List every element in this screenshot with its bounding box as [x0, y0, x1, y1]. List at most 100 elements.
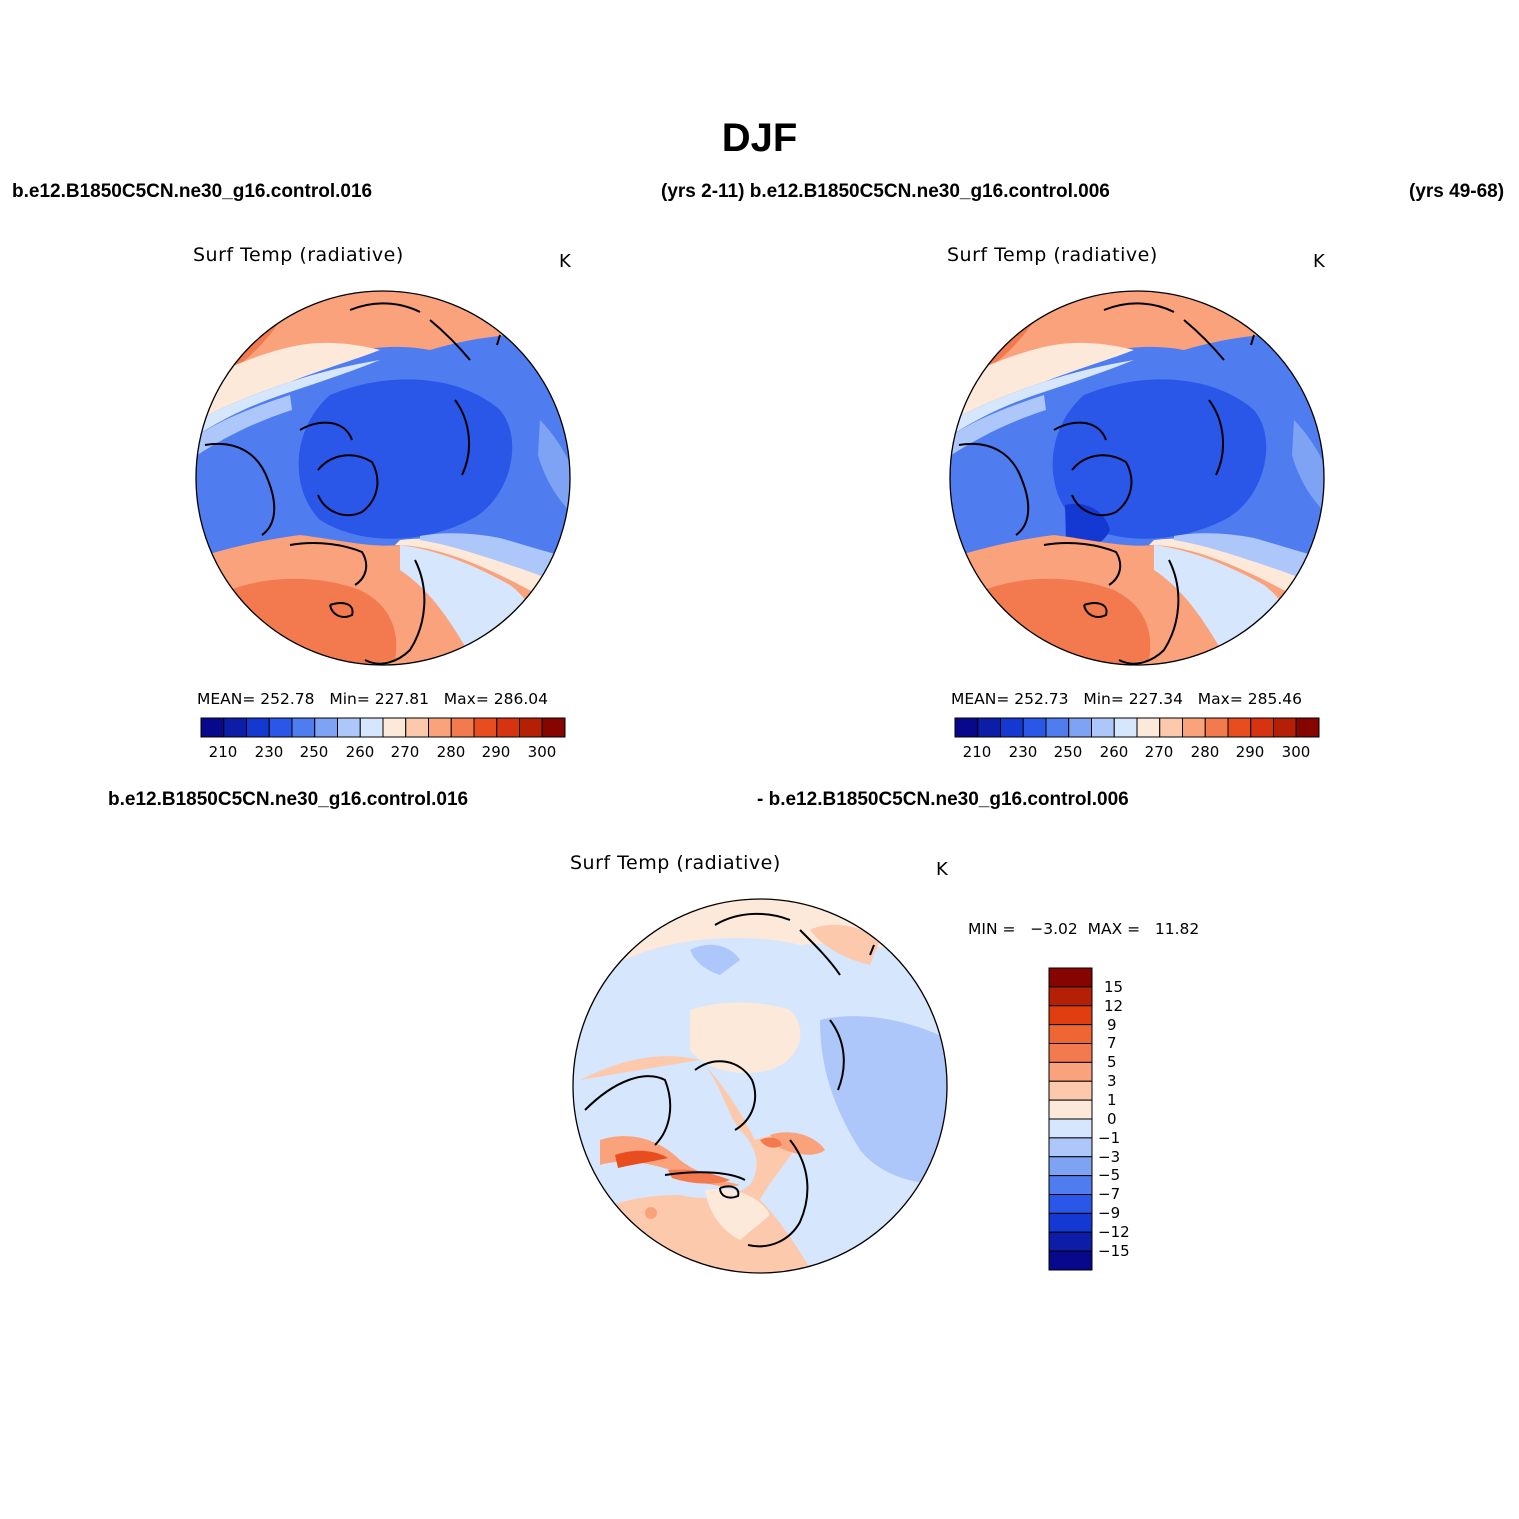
colorbar-swatch	[1136, 717, 1161, 738]
colorbar-swatch	[1048, 1099, 1093, 1120]
colorbar-swatch	[1048, 1156, 1093, 1177]
panel2-stats: MEAN= 252.73 Min= 227.34 Max= 285.46	[951, 690, 1303, 708]
panel2-title: Surf Temp (radiative)	[947, 244, 1158, 266]
colorbar-swatch	[1048, 1231, 1093, 1252]
panel1-colorbar	[200, 717, 566, 738]
colorbar-swatch	[519, 717, 543, 738]
panel1-cb-tick: 280	[436, 743, 466, 761]
panel3-cb-tick: −7	[1098, 1185, 1121, 1203]
colorbar-swatch	[1159, 717, 1183, 738]
colorbar-swatch	[1068, 717, 1092, 738]
panel3-cb-tick: 5	[1107, 1053, 1117, 1071]
panel3-cb-tick: 12	[1104, 997, 1124, 1015]
case2-years: (yrs 49-68)	[1409, 181, 1505, 202]
panel3-stats: MIN = −3.02 MAX = 11.82	[968, 920, 1200, 938]
colorbar-swatch	[1048, 1024, 1093, 1044]
panel2-cb-tick: 290	[1235, 743, 1265, 761]
colorbar-swatch	[1048, 986, 1093, 1007]
panel3-cb-tick: −1	[1098, 1129, 1121, 1147]
panel3-cb-tick: 0	[1107, 1110, 1117, 1128]
colorbar-swatch	[268, 717, 293, 738]
colorbar-swatch	[1048, 1005, 1093, 1026]
colorbar-swatch	[1048, 967, 1093, 988]
colorbar-swatch	[1048, 1080, 1093, 1101]
colorbar-swatch	[1048, 1061, 1093, 1082]
panel2-cb-tick: 250	[1053, 743, 1083, 761]
colorbar-swatch	[1182, 717, 1206, 738]
panel3-cb-tick: 3	[1107, 1072, 1117, 1090]
panel3-cb-tick: 7	[1107, 1034, 1117, 1052]
colorbar-swatch	[405, 717, 429, 738]
panel3-cb-tick: 15	[1104, 978, 1124, 996]
colorbar-swatch	[1045, 717, 1070, 738]
colorbar-swatch	[1250, 717, 1274, 738]
panel3-units: K	[936, 859, 948, 880]
colorbar-swatch	[1295, 717, 1320, 738]
colorbar-swatch	[496, 717, 520, 738]
case1-header: b.e12.B1850C5CN.ne30_g16.control.016	[12, 181, 373, 202]
panel3-colorbar	[1048, 967, 1093, 1271]
panel1-cb-tick: 290	[481, 743, 511, 761]
colorbar-swatch	[1048, 1212, 1093, 1233]
season-title: DJF	[721, 116, 798, 160]
colorbar-swatch	[1048, 1175, 1093, 1195]
colorbar-swatch	[450, 717, 475, 738]
colorbar-swatch	[1000, 717, 1024, 738]
colorbar-swatch	[1227, 717, 1252, 738]
colorbar-swatch	[246, 717, 270, 738]
panel3-map	[572, 898, 948, 1274]
panel2-cb-tick: 230	[1008, 743, 1038, 761]
colorbar-swatch	[1113, 717, 1138, 738]
diff-case2-header: - b.e12.B1850C5CN.ne30_g16.control.006	[757, 789, 1129, 810]
colorbar-swatch	[977, 717, 1001, 738]
colorbar-swatch	[291, 717, 316, 738]
panel1-cb-tick: 250	[299, 743, 329, 761]
colorbar-swatch	[1048, 1137, 1093, 1158]
panel2-cb-tick: 270	[1144, 743, 1174, 761]
colorbar-swatch	[1022, 717, 1047, 738]
colorbar-swatch	[223, 717, 247, 738]
panel2-units: K	[1313, 251, 1325, 272]
colorbar-swatch	[473, 717, 498, 738]
panel3-cb-tick: −5	[1098, 1166, 1121, 1184]
panel1-cb-tick: 270	[390, 743, 420, 761]
panel1-stats: MEAN= 252.78 Min= 227.81 Max= 286.04	[197, 690, 549, 708]
colorbar-swatch	[954, 717, 979, 738]
panel3-cb-tick: −15	[1098, 1242, 1130, 1260]
colorbar-swatch	[1091, 717, 1115, 738]
panel3-cb-tick: −12	[1098, 1223, 1130, 1241]
panel2-colorbar	[954, 717, 1320, 738]
panel2-cb-tick: 210	[962, 743, 992, 761]
colorbar-swatch	[1048, 1194, 1093, 1214]
colorbar-swatch	[1048, 1043, 1093, 1063]
colorbar-swatch	[200, 717, 225, 738]
panel3-cb-tick: 1	[1107, 1091, 1117, 1109]
colorbar-swatch	[1048, 1250, 1093, 1271]
panel2-map	[949, 290, 1325, 666]
case2-header: (yrs 2-11) b.e12.B1850C5CN.ne30_g16.cont…	[661, 181, 1110, 202]
panel1-title: Surf Temp (radiative)	[193, 244, 404, 266]
colorbar-swatch	[1048, 1118, 1093, 1139]
panel1-map	[195, 290, 571, 666]
colorbar-swatch	[1204, 717, 1229, 738]
panel3-cb-tick: −9	[1098, 1204, 1121, 1222]
panel2-cb-tick: 300	[1281, 743, 1311, 761]
panel1-cb-tick: 210	[208, 743, 238, 761]
panel3-title: Surf Temp (radiative)	[570, 852, 781, 874]
panel3-cb-tick: −3	[1098, 1148, 1121, 1166]
colorbar-swatch	[428, 717, 452, 738]
panel1-cb-tick: 230	[254, 743, 284, 761]
diff-case1-header: b.e12.B1850C5CN.ne30_g16.control.016	[108, 789, 469, 810]
colorbar-swatch	[541, 717, 566, 738]
colorbar-swatch	[337, 717, 361, 738]
colorbar-swatch	[359, 717, 384, 738]
colorbar-swatch	[314, 717, 338, 738]
panel2-cb-tick: 280	[1190, 743, 1220, 761]
panel1-cb-tick: 300	[527, 743, 557, 761]
colorbar-swatch	[1273, 717, 1297, 738]
panel2-cb-tick: 260	[1099, 743, 1129, 761]
colorbar-swatch	[382, 717, 407, 738]
panel1-cb-tick: 260	[345, 743, 375, 761]
panel3-cb-tick: 9	[1107, 1016, 1117, 1034]
